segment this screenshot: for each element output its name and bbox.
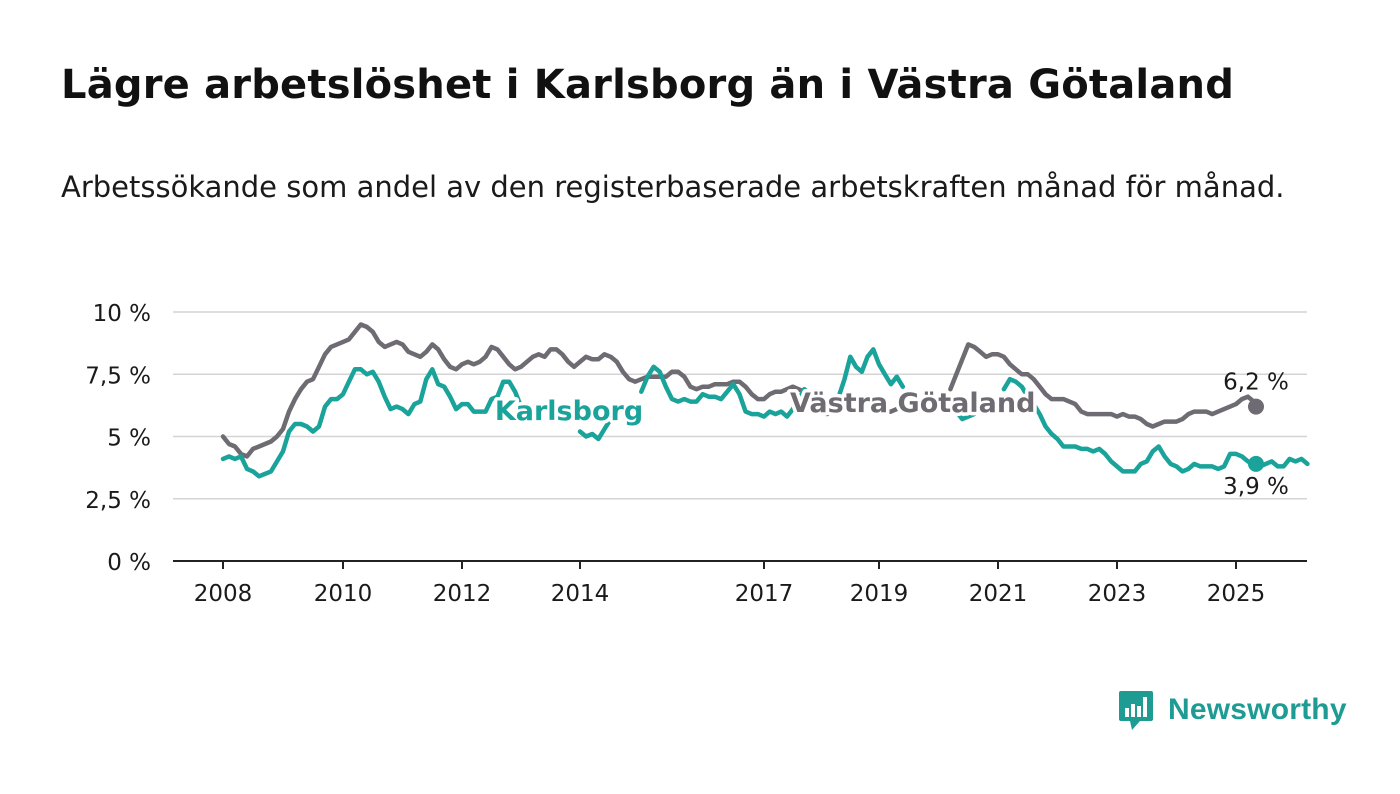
series-name-label: Västra Götaland xyxy=(790,388,1035,419)
x-tick-label: 2008 xyxy=(194,581,253,607)
x-tick-label: 2019 xyxy=(850,581,909,607)
series-line xyxy=(954,409,977,422)
x-tick-label: 2017 xyxy=(735,581,794,607)
series-line xyxy=(948,342,1260,429)
series-labels: 6,2 % 3,9 % Västra Götaland Karlsborg xyxy=(491,370,1289,500)
gridlines xyxy=(173,311,1307,500)
x-tick-label: 2021 xyxy=(969,581,1028,607)
series-karlsborg xyxy=(220,347,1310,479)
series-line xyxy=(220,322,824,459)
x-tick-label: 2012 xyxy=(433,581,492,607)
series-vstra-gtaland xyxy=(220,322,1260,459)
chart-title: Lägre arbetslöshet i Karlsborg än i Väst… xyxy=(61,62,1235,108)
series-line xyxy=(577,416,613,442)
y-tick-label: 0 % xyxy=(107,550,151,576)
newsworthy-logo-icon xyxy=(1119,691,1153,730)
series-line xyxy=(639,347,906,419)
axes: 0 % 2,5 % 5 % 7,5 % 10 % 2008 2010 2012 2014 2017… xyxy=(85,301,1307,607)
series-line xyxy=(876,406,900,414)
y-tick-label: 2,5 % xyxy=(85,488,151,514)
series-lines xyxy=(220,322,1310,479)
series-line xyxy=(220,367,536,479)
y-tick-label: 7,5 % xyxy=(85,363,151,389)
x-tick-label: 2025 xyxy=(1207,581,1266,607)
series-name-label: Karlsborg xyxy=(495,396,643,427)
series-end-label: 3,9 % xyxy=(1223,474,1289,500)
series-end-label: 6,2 % xyxy=(1223,370,1289,396)
y-tick-label: 5 % xyxy=(107,426,151,452)
brand-name: Newsworthy xyxy=(1168,693,1347,726)
x-tick-label: 2023 xyxy=(1088,581,1147,607)
y-tick-label: 10 % xyxy=(93,301,151,327)
series-endpoint xyxy=(1248,398,1264,415)
series-endpoint xyxy=(1248,455,1264,472)
x-tick-label: 2010 xyxy=(314,581,373,607)
x-tick-label: 2014 xyxy=(551,581,610,607)
chart-subtitle: Arbetssökande som andel av den registerb… xyxy=(61,170,1285,204)
brand-logo: Newsworthy xyxy=(1118,689,1347,731)
